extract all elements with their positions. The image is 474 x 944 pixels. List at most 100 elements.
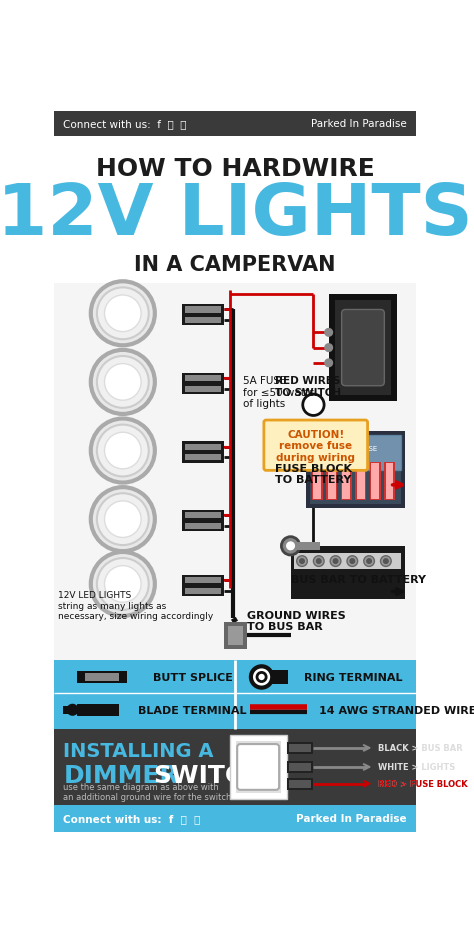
FancyBboxPatch shape (182, 374, 224, 384)
Circle shape (105, 501, 141, 538)
Text: Connect with us:  f  ⓘ  Ⓓ: Connect with us: f ⓘ Ⓓ (64, 814, 201, 823)
FancyBboxPatch shape (289, 780, 311, 787)
FancyBboxPatch shape (182, 315, 224, 326)
Circle shape (383, 559, 388, 564)
Circle shape (317, 559, 321, 564)
Circle shape (97, 288, 149, 340)
FancyBboxPatch shape (312, 463, 323, 500)
Text: Connect with us:  f  ⓘ  Ⓓ: Connect with us: f ⓘ Ⓓ (64, 119, 187, 129)
Text: use the same diagram as above with
an additional ground wire for the switch: use the same diagram as above with an ad… (64, 782, 232, 801)
Text: 12V LIGHTS: 12V LIGHTS (0, 180, 473, 249)
FancyBboxPatch shape (224, 622, 247, 649)
FancyBboxPatch shape (342, 464, 350, 499)
Circle shape (347, 556, 358, 566)
Text: RED > FUSE BLOCK: RED > FUSE BLOCK (378, 780, 468, 788)
FancyBboxPatch shape (357, 464, 365, 499)
FancyBboxPatch shape (287, 761, 313, 773)
FancyBboxPatch shape (386, 464, 393, 499)
FancyBboxPatch shape (185, 578, 221, 583)
Circle shape (364, 556, 374, 566)
FancyBboxPatch shape (54, 805, 416, 832)
Circle shape (287, 543, 294, 550)
FancyBboxPatch shape (182, 442, 224, 452)
Text: HOW TO HARDWIRE: HOW TO HARDWIRE (96, 158, 374, 181)
FancyBboxPatch shape (313, 464, 321, 499)
FancyBboxPatch shape (356, 463, 366, 500)
FancyBboxPatch shape (182, 511, 224, 521)
FancyBboxPatch shape (371, 464, 379, 499)
Text: FUSE BLOCK
TO BATTERY: FUSE BLOCK TO BATTERY (275, 464, 352, 484)
FancyBboxPatch shape (185, 307, 221, 313)
Circle shape (251, 666, 272, 688)
FancyBboxPatch shape (294, 554, 401, 569)
Text: CAUTION!
remove fuse
during wiring: CAUTION! remove fuse during wiring (276, 430, 355, 463)
Text: BUS BAR TO BATTERY: BUS BAR TO BATTERY (291, 575, 426, 584)
Circle shape (350, 559, 355, 564)
FancyBboxPatch shape (384, 463, 395, 500)
Circle shape (257, 673, 266, 682)
FancyBboxPatch shape (264, 421, 367, 471)
FancyBboxPatch shape (185, 588, 221, 594)
Circle shape (91, 350, 155, 414)
Text: SWITCH: SWITCH (153, 763, 264, 786)
Text: Parked In Paradise: Parked In Paradise (310, 119, 406, 129)
FancyBboxPatch shape (182, 575, 224, 586)
Circle shape (105, 432, 141, 469)
Text: IN A CAMPERVAN: IN A CAMPERVAN (134, 255, 336, 275)
FancyBboxPatch shape (271, 670, 288, 684)
Circle shape (91, 552, 155, 616)
FancyBboxPatch shape (342, 311, 384, 386)
FancyBboxPatch shape (185, 513, 221, 519)
FancyBboxPatch shape (185, 455, 221, 461)
FancyBboxPatch shape (287, 742, 313, 754)
Text: 5A FUSE
for ≤50 watts
of lights: 5A FUSE for ≤50 watts of lights (243, 376, 315, 409)
FancyBboxPatch shape (182, 586, 224, 597)
Circle shape (282, 537, 300, 555)
Circle shape (97, 494, 149, 546)
Text: 12V LED LIGHTS
string as many lights as
necessary, size wiring accordingly: 12V LED LIGHTS string as many lights as … (58, 591, 213, 620)
Circle shape (105, 566, 141, 602)
Text: BUTT SPLICE: BUTT SPLICE (153, 672, 233, 683)
Text: GROUND WIRES
TO BUS BAR: GROUND WIRES TO BUS BAR (247, 610, 346, 632)
FancyBboxPatch shape (310, 436, 401, 504)
FancyBboxPatch shape (228, 626, 243, 646)
FancyBboxPatch shape (328, 295, 397, 401)
Circle shape (325, 345, 332, 352)
FancyBboxPatch shape (236, 741, 281, 793)
FancyBboxPatch shape (335, 301, 391, 396)
FancyBboxPatch shape (297, 543, 319, 550)
FancyBboxPatch shape (185, 386, 221, 393)
FancyBboxPatch shape (77, 704, 119, 716)
FancyBboxPatch shape (310, 436, 401, 470)
Circle shape (333, 559, 338, 564)
Circle shape (97, 559, 149, 610)
FancyBboxPatch shape (54, 283, 416, 661)
FancyBboxPatch shape (370, 463, 381, 500)
FancyBboxPatch shape (64, 706, 80, 714)
Text: BLADE FUSE: BLADE FUSE (334, 446, 377, 452)
FancyBboxPatch shape (341, 463, 352, 500)
Circle shape (303, 395, 324, 416)
FancyBboxPatch shape (182, 521, 224, 531)
Circle shape (330, 556, 341, 566)
Text: Parked In Paradise: Parked In Paradise (296, 814, 406, 823)
FancyBboxPatch shape (182, 452, 224, 464)
Circle shape (325, 329, 332, 337)
FancyBboxPatch shape (291, 547, 405, 599)
Text: RED > FUSE BLOCK: RED > FUSE BLOCK (378, 780, 468, 788)
Circle shape (297, 556, 307, 566)
FancyBboxPatch shape (182, 305, 224, 315)
Text: BLACK > BUS BAR: BLACK > BUS BAR (378, 744, 463, 752)
FancyBboxPatch shape (54, 137, 416, 283)
FancyBboxPatch shape (185, 445, 221, 450)
FancyBboxPatch shape (54, 112, 416, 137)
Text: RED WIRES
TO SWITCH: RED WIRES TO SWITCH (275, 376, 341, 397)
Circle shape (367, 559, 371, 564)
FancyBboxPatch shape (185, 318, 221, 324)
FancyBboxPatch shape (182, 384, 224, 395)
Circle shape (300, 559, 304, 564)
FancyBboxPatch shape (306, 432, 405, 508)
FancyBboxPatch shape (185, 376, 221, 381)
FancyBboxPatch shape (54, 661, 416, 729)
Circle shape (91, 419, 155, 483)
